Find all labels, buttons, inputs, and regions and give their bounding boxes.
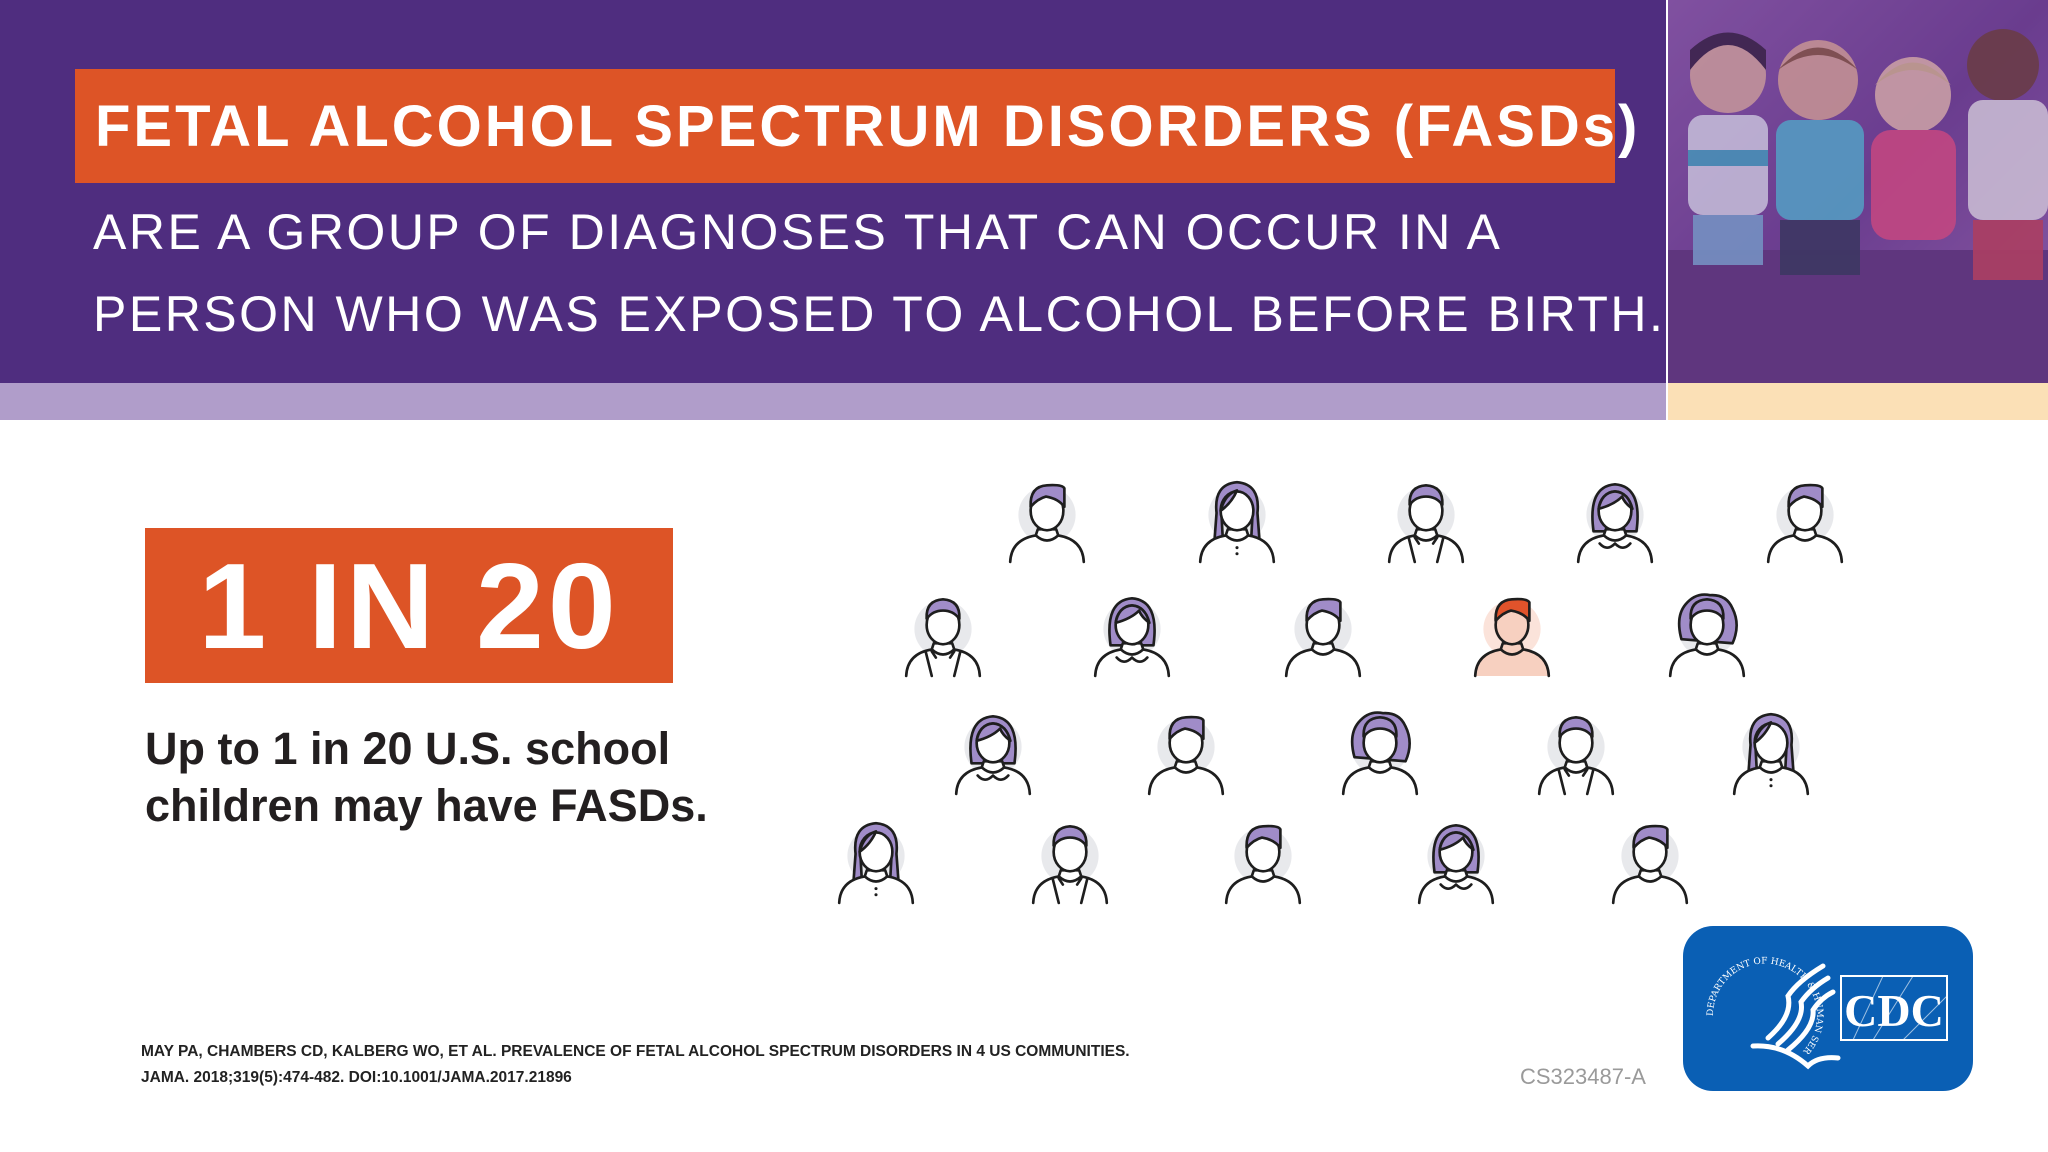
person-icon: [1140, 704, 1232, 796]
person-icon: [1604, 813, 1696, 905]
person-icon-highlighted: [1466, 586, 1558, 678]
header-stripe: [0, 383, 1666, 420]
stat-description: Up to 1 in 20 U.S. school children may h…: [145, 720, 708, 834]
person-icon: [897, 586, 989, 678]
children-photo: [1668, 0, 2048, 383]
person-icon: [1086, 586, 1178, 678]
person-icon: [1380, 472, 1472, 564]
citation-line-2: JAMA. 2018;319(5):474-482. DOI:10.1001/J…: [141, 1069, 572, 1086]
stat-description-line-1: Up to 1 in 20 U.S. school: [145, 723, 671, 774]
person-icon: [1217, 813, 1309, 905]
stat-description-line-2: children may have FASDs.: [145, 780, 708, 831]
person-icon: [1410, 813, 1502, 905]
person-icon: [1759, 472, 1851, 564]
header-banner: [0, 0, 1666, 383]
person-icon: [1191, 472, 1283, 564]
person-icon: [1334, 704, 1426, 796]
page-title: FETAL ALCOHOL SPECTRUM DISORDERS (FASDs): [95, 93, 1641, 159]
subtitle-line-1: ARE A GROUP OF DIAGNOSES THAT CAN OCCUR …: [93, 204, 1503, 260]
person-icon: [1569, 472, 1661, 564]
person-icon: [1661, 586, 1753, 678]
person-icon: [1725, 704, 1817, 796]
person-icon: [830, 813, 922, 905]
stat-badge: 1 IN 20: [145, 528, 673, 683]
person-icon: [1277, 586, 1369, 678]
person-icon: [1024, 813, 1116, 905]
subtitle-line-2: PERSON WHO WAS EXPOSED TO ALCOHOL BEFORE…: [93, 286, 1666, 342]
cdc-logo: DEPARTMENT OF HEALTH & HUMAN SERVICES US…: [1679, 919, 1973, 1091]
photo-stripe: [1668, 383, 2048, 420]
stat-headline: 1 IN 20: [198, 537, 620, 674]
document-code: CS323487-A: [1520, 1064, 1646, 1089]
person-icon: [1001, 472, 1093, 564]
cdc-logo-text: CDC: [1844, 985, 1944, 1036]
person-icon: [1530, 704, 1622, 796]
title-banner: FETAL ALCOHOL SPECTRUM DISORDERS (FASDs): [75, 69, 1637, 183]
hhs-eagle-icon: [1750, 963, 1841, 1070]
citation-line-1: MAY PA, CHAMBERS CD, KALBERG WO, ET AL. …: [141, 1043, 1130, 1060]
person-icon: [947, 704, 1039, 796]
